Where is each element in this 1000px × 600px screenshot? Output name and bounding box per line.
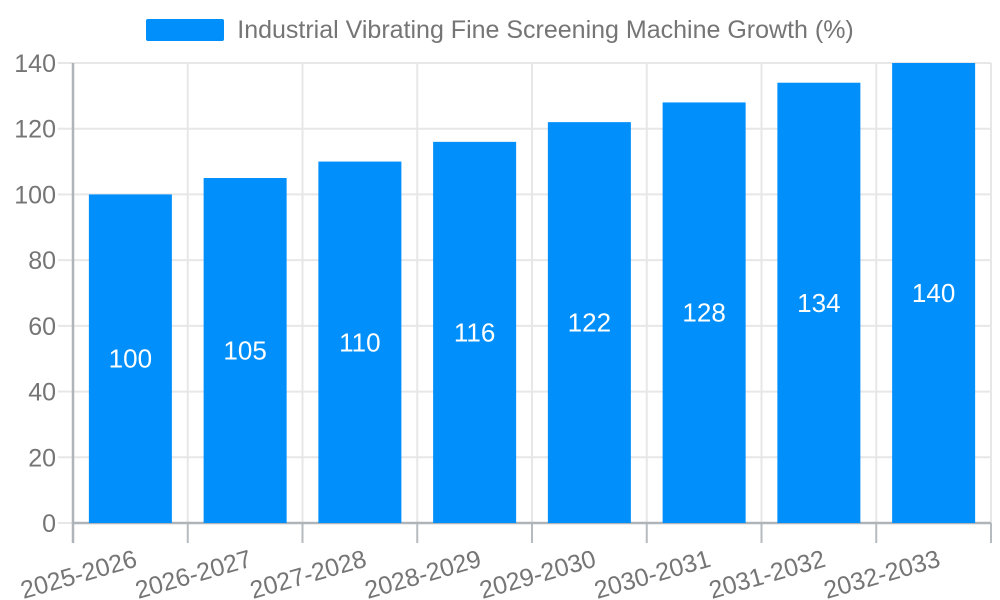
- chart-legend: Industrial Vibrating Fine Screening Mach…: [0, 14, 1000, 46]
- bar-value-label: 140: [912, 278, 955, 308]
- bar-2025-2026[interactable]: [88, 194, 172, 523]
- y-axis-tick-label: 0: [42, 510, 56, 538]
- y-axis-tick-label: 40: [28, 379, 56, 407]
- x-axis-tick-label: 2029-2030: [476, 545, 599, 600]
- legend-item-series[interactable]: Industrial Vibrating Fine Screening Mach…: [146, 14, 854, 46]
- bar-2031-2032[interactable]: [777, 82, 861, 523]
- bar-2026-2027[interactable]: [203, 178, 287, 523]
- bar-2028-2029[interactable]: [433, 141, 517, 523]
- x-axis-tick-label: 2026-2027: [132, 545, 255, 600]
- bar-value-label: 128: [682, 298, 725, 328]
- bar-value-label: 134: [797, 288, 840, 318]
- bar-value-label: 105: [223, 336, 266, 366]
- bar-value-label: 122: [568, 308, 611, 338]
- bar-value-label: 100: [109, 344, 152, 374]
- bar-2030-2031[interactable]: [662, 102, 746, 523]
- bar-value-label: 116: [454, 317, 495, 347]
- y-axis-tick-label: 100: [14, 181, 56, 209]
- legend-marker-icon: [146, 19, 225, 41]
- bar-2032-2033[interactable]: [892, 63, 976, 523]
- bar-2027-2028[interactable]: [318, 161, 402, 524]
- x-axis-tick-label: 2028-2029: [362, 545, 485, 600]
- y-axis-tick-label: 80: [28, 247, 56, 275]
- x-axis-tick-label: 2031-2032: [706, 545, 829, 600]
- bar-2029-2030[interactable]: [547, 122, 631, 524]
- y-axis-tick-label: 120: [14, 116, 56, 144]
- x-axis-tick-label: 2032-2033: [821, 545, 944, 600]
- x-axis-tick-label: 2027-2028: [247, 545, 370, 600]
- legend-label: Industrial Vibrating Fine Screening Mach…: [237, 16, 854, 44]
- x-axis-tick-label: 2030-2031: [591, 545, 714, 600]
- y-axis-tick-label: 140: [14, 50, 56, 78]
- x-axis-tick-label: 2025-2026: [17, 545, 140, 600]
- bar-value-label: 110: [339, 327, 380, 357]
- y-axis-tick-label: 60: [28, 313, 56, 341]
- y-axis-tick-label: 20: [28, 444, 56, 472]
